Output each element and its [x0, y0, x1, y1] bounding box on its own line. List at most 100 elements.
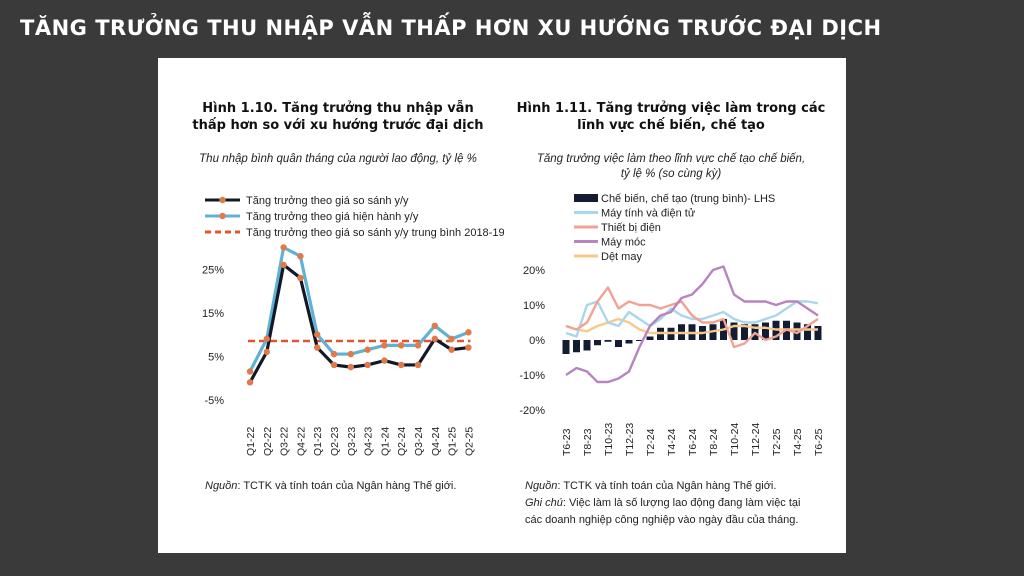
x-tick-label: Q1-25 — [447, 427, 459, 456]
x-tick-label: T8-23 — [582, 428, 594, 456]
legend-label-4: Dệt may — [601, 251, 642, 263]
nominal-point — [263, 335, 270, 343]
real-point — [297, 274, 304, 282]
y-tick-label: 25% — [202, 264, 224, 276]
right-source-text: : TCTK và tính toán của Ngân hàng Thế gi… — [557, 480, 777, 492]
x-tick-label: Q3-22 — [279, 427, 291, 456]
right-source-note: Nguồn: TCTK và tính toán của Ngân hàng T… — [525, 478, 800, 529]
left-title-line1: Hình 1.10. Tăng trưởng thu nhập vẫn — [202, 101, 474, 116]
right-note-text-line1: : Việc làm là số lượng lao động đang làm… — [562, 497, 801, 509]
legend-label-2: Thiết bị điện — [601, 222, 661, 234]
left-source-note: Nguồn: TCTK và tính toán của Ngân hàng T… — [205, 478, 456, 495]
left-source-label: Nguồn — [205, 480, 238, 492]
right-subtitle-line2: tỷ lệ % (so cùng kỳ) — [620, 168, 722, 180]
y-tick-label: 10% — [523, 300, 545, 312]
real-point — [263, 348, 270, 356]
series-line-machinery — [565, 265, 819, 384]
income-growth-chart: Tăng trưởng theo giá so sánh y/y Tăng trư… — [202, 195, 505, 456]
bar-manufacturing — [573, 340, 580, 353]
real-point — [414, 361, 422, 369]
bar-manufacturing — [604, 340, 612, 342]
nominal-point — [465, 329, 472, 336]
real-point — [347, 363, 354, 371]
y-tick-label: 15% — [202, 308, 224, 320]
legend-label-3: Máy móc — [601, 237, 646, 249]
bar-manufacturing — [793, 322, 801, 340]
bar-manufacturing — [814, 326, 822, 340]
y-tick-label: -10% — [519, 370, 545, 382]
legend-label-2: Tăng trưởng theo giá so sánh y/y trung b… — [246, 227, 505, 239]
left-source-text: : TCTK và tính toán của Ngân hàng Thế gi… — [237, 480, 457, 492]
bar-manufacturing — [594, 340, 601, 346]
nominal-point — [398, 342, 405, 349]
left-figure-title: Hình 1.10. Tăng trưởng thu nhập vẫn thấp… — [178, 100, 498, 134]
real-point — [246, 379, 254, 386]
y-tick-label: 20% — [523, 265, 545, 277]
x-tick-label: T2-24 — [645, 428, 657, 456]
bar-manufacturing — [615, 340, 622, 347]
y-tick-label: 5% — [208, 351, 224, 363]
x-tick-label: T10-24 — [729, 423, 741, 456]
x-tick-label: Q2-25 — [463, 427, 475, 456]
x-tick-label: Q4-23 — [363, 427, 375, 456]
nominal-point — [414, 342, 422, 349]
legend-marker-1 — [219, 212, 226, 220]
right-subtitle-line1: Tăng trưởng việc làm theo lĩnh vực chế t… — [536, 153, 806, 165]
x-tick-label: Q3-24 — [413, 427, 425, 456]
right-title-line2: lĩnh vực chế biến, chế tạo — [577, 118, 765, 133]
bar-manufacturing — [625, 340, 633, 344]
right-note-label: Ghi chú — [525, 497, 563, 509]
legend-label-0: Tăng trưởng theo giá so sánh y/y — [246, 195, 409, 207]
employment-growth-chart: 20% 10% 0% -10% -20% Chế biến, chế tạo (trung… — [519, 193, 825, 456]
y-tick-label: -20% — [519, 405, 545, 417]
x-tick-label: T10-23 — [603, 423, 615, 456]
right-source-label: Nguồn — [525, 480, 558, 492]
x-tick-label: T6-25 — [813, 428, 825, 456]
legend-marker-0 — [219, 196, 226, 204]
real-point — [330, 361, 338, 369]
x-tick-label: Q2-24 — [396, 427, 408, 456]
series-line-computers-electronics — [565, 300, 819, 338]
real-point — [448, 346, 455, 353]
series-line-real — [248, 263, 469, 384]
x-tick-label: Q1-22 — [245, 427, 257, 456]
x-tick-label: Q1-24 — [379, 427, 391, 456]
real-point — [381, 357, 388, 364]
nominal-point — [246, 368, 254, 375]
right-figure-subtitle: Tăng trưởng việc làm theo lĩnh vực chế t… — [510, 152, 832, 182]
x-tick-label: Q1-23 — [312, 427, 324, 456]
left-title-line2: thấp hơn so với xu hướng trước đại dịch — [192, 118, 484, 133]
right-note-text-line2: các doanh nghiệp công nghiệp vào ngày đầ… — [525, 514, 799, 526]
nominal-point — [364, 346, 371, 353]
y-tick-label: 0% — [529, 335, 545, 347]
x-tick-label: T12-24 — [750, 423, 762, 456]
series-line-electrical-equipment — [565, 286, 819, 349]
slide-title: TĂNG TRƯỞNG THU NHẬP VẪN THẤP HƠN XU HƯỚ… — [20, 16, 882, 40]
bar-manufacturing — [646, 336, 654, 340]
right-figure-title: Hình 1.11. Tăng trưởng việc làm trong cá… — [510, 100, 832, 134]
legend-label-0: Chế biến, chế tạo (trung bình)- LHS — [601, 193, 775, 205]
x-tick-label: T4-24 — [666, 428, 678, 456]
x-tick-label: T4-25 — [792, 428, 804, 456]
x-tick-label: T12-23 — [624, 423, 636, 456]
x-tick-label: T2-25 — [771, 428, 783, 456]
legend-label-1: Máy tính và điện tử — [601, 208, 696, 220]
nominal-point — [314, 331, 321, 338]
real-point — [280, 261, 287, 269]
nominal-point — [381, 342, 388, 349]
nominal-point — [347, 350, 354, 358]
real-point — [398, 361, 405, 369]
real-point — [364, 361, 371, 369]
legend-label-1: Tăng trưởng theo giá hiện hành y/y — [246, 211, 419, 223]
left-figure-subtitle: Thu nhập bình quân tháng của người lao đ… — [199, 153, 477, 165]
bar-manufacturing — [583, 340, 591, 351]
nominal-point — [431, 322, 438, 329]
x-tick-label: T6-23 — [561, 428, 573, 456]
figure-panel: Hình 1.10. Tăng trưởng thu nhập vẫn thấp… — [158, 58, 846, 553]
bar-manufacturing — [636, 340, 643, 341]
y-tick-label: -5% — [204, 395, 224, 407]
x-tick-label: Q2-23 — [329, 427, 341, 456]
real-point — [431, 335, 438, 343]
bar-manufacturing — [762, 322, 769, 340]
bar-manufacturing — [562, 340, 570, 354]
